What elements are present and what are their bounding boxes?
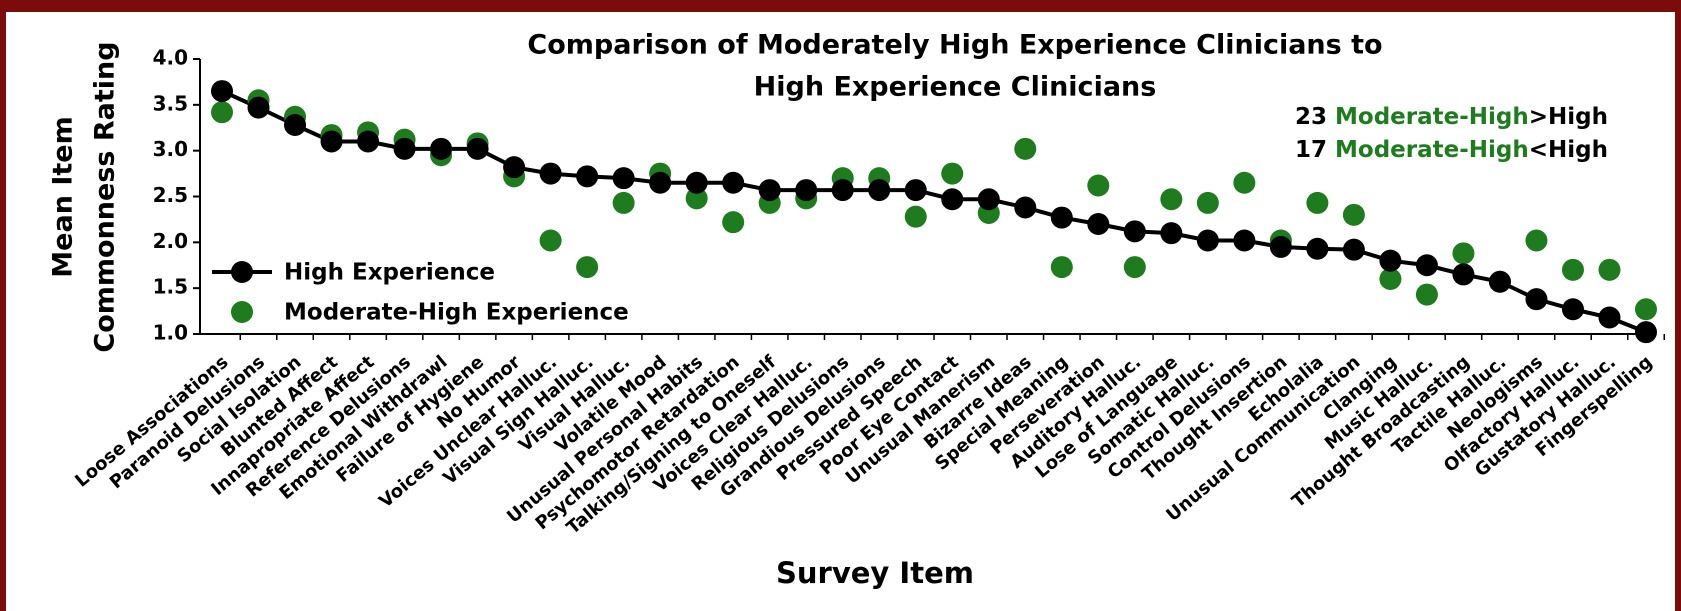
data-point — [393, 137, 416, 160]
y-axis-label: Commonness Rating — [90, 41, 121, 352]
data-point — [539, 162, 562, 185]
data-point — [941, 188, 964, 211]
y-tick-label: 3.0 — [153, 137, 188, 161]
legend-label: High Experience — [284, 260, 495, 286]
data-point — [649, 171, 672, 194]
data-point — [576, 165, 599, 188]
data-point — [1488, 270, 1511, 293]
data-point — [831, 179, 854, 202]
data-point — [1269, 235, 1292, 258]
data-point — [430, 137, 453, 160]
data-point — [977, 188, 1000, 211]
data-point — [1415, 254, 1438, 277]
y-tick-label: 3.5 — [153, 91, 188, 115]
annotation-group: Moderate-High — [1335, 104, 1529, 130]
data-point — [1123, 220, 1146, 243]
data-point — [1598, 258, 1621, 281]
data-point — [1196, 229, 1219, 252]
data-point — [247, 96, 270, 119]
data-point — [904, 205, 927, 228]
x-axis-label: Survey Item — [776, 556, 974, 590]
series-line — [221, 89, 1647, 335]
data-point — [1525, 288, 1548, 311]
data-point — [1050, 206, 1073, 229]
data-point — [1598, 306, 1621, 329]
data-point — [612, 191, 635, 214]
data-point — [1196, 191, 1219, 214]
data-point — [1123, 256, 1146, 279]
data-point — [904, 179, 927, 202]
data-point — [1050, 256, 1073, 279]
annotation-count: 23 — [1295, 104, 1327, 130]
data-point — [1342, 203, 1365, 226]
data-point — [1635, 321, 1657, 344]
data-point — [576, 256, 599, 279]
chart-title: Comparison of Moderately High Experience… — [527, 30, 1382, 61]
data-point — [1561, 298, 1584, 321]
data-point — [539, 229, 562, 252]
data-point — [1561, 258, 1584, 281]
data-point — [466, 137, 489, 160]
data-point — [758, 179, 781, 202]
data-point — [1014, 137, 1037, 160]
data-point — [1415, 283, 1438, 306]
data-point — [612, 167, 635, 190]
background — [6, 12, 1675, 611]
data-point — [1342, 238, 1365, 261]
data-point — [1635, 298, 1657, 321]
legend-label: Moderate-High Experience — [284, 300, 629, 326]
y-axis-label: Mean Item — [48, 116, 79, 277]
data-point — [1525, 229, 1548, 252]
y-tick-label: 4.0 — [153, 46, 188, 70]
data-point — [722, 171, 745, 194]
data-point — [357, 130, 380, 153]
data-point — [284, 114, 307, 136]
data-point — [795, 179, 818, 202]
data-point — [1306, 191, 1329, 214]
annotation: 17 Moderate-High<High — [1295, 137, 1608, 163]
chart-title: High Experience Clinicians — [754, 72, 1157, 103]
data-point — [211, 80, 233, 103]
data-point — [1160, 188, 1183, 211]
data-point — [1379, 249, 1402, 272]
data-point — [685, 171, 708, 194]
annotation-relation: >High — [1529, 104, 1608, 130]
y-tick-label: 2.0 — [153, 229, 188, 253]
data-point — [211, 101, 233, 124]
y-tick-label: 1.5 — [153, 275, 188, 299]
data-point — [685, 187, 708, 210]
data-point — [503, 156, 526, 179]
annotation-group: Moderate-High — [1335, 137, 1529, 163]
legend-marker — [231, 261, 253, 283]
data-point — [1160, 222, 1183, 245]
data-point — [868, 179, 891, 202]
legend-marker — [231, 301, 253, 323]
annotation: 23 Moderate-High>High — [1295, 104, 1608, 130]
data-point — [1233, 229, 1256, 252]
data-point — [1452, 263, 1475, 286]
data-point — [941, 162, 964, 185]
data-point — [1014, 196, 1037, 219]
annotation-relation: <High — [1529, 137, 1608, 163]
y-tick-label: 2.5 — [153, 183, 188, 207]
data-point — [1233, 171, 1256, 194]
y-tick-label: 1.0 — [153, 321, 188, 345]
annotation-count: 17 — [1295, 137, 1327, 163]
data-point — [1379, 268, 1402, 290]
data-point — [1452, 242, 1475, 265]
data-point — [1087, 213, 1110, 235]
data-point — [320, 130, 343, 153]
data-point — [1306, 237, 1329, 260]
data-point — [722, 211, 745, 234]
data-point — [1087, 174, 1110, 197]
